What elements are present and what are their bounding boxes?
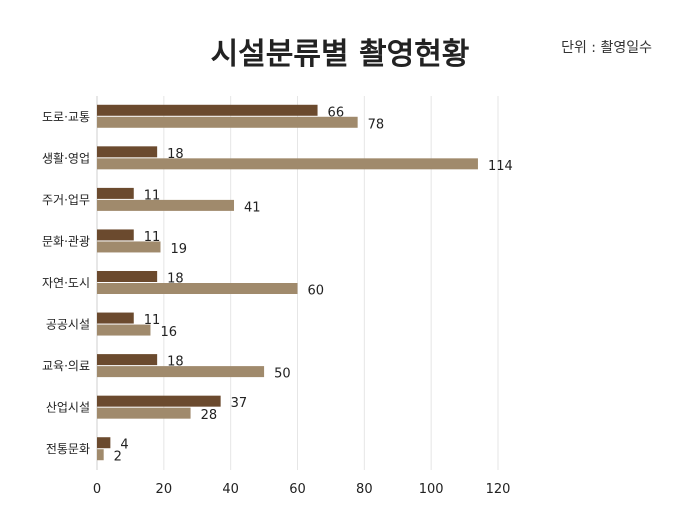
bar-series2 (97, 324, 151, 336)
bar-series2 (97, 366, 265, 378)
category-label: 산업시설 (46, 401, 90, 415)
data-label: 78 (368, 117, 385, 132)
data-label: 11 (144, 230, 161, 245)
data-label: 18 (167, 355, 184, 370)
x-tick-labels: 0 20 40 60 80 100 120 (93, 482, 511, 497)
category-label: 공공시설 (46, 318, 90, 332)
data-label: 41 (244, 200, 261, 215)
bar-series1 (97, 354, 158, 366)
bar-series1 (97, 104, 318, 116)
bar-series2 (97, 283, 298, 294)
category-label: 전통문화 (46, 442, 90, 456)
bar-series1 (97, 312, 134, 324)
bar-series2 (97, 241, 161, 253)
data-label: 19 (170, 242, 187, 257)
data-label: 2 (114, 450, 122, 465)
category-label: 도로·교통 (42, 110, 90, 124)
category-label: 자연·도시 (42, 276, 90, 290)
bar-series2 (97, 199, 235, 211)
data-label: 50 (274, 367, 291, 382)
bar-series1 (97, 395, 221, 407)
chart-title: 시설분류별 촬영현황 (211, 37, 470, 72)
data-label: 11 (144, 188, 161, 203)
bars (97, 104, 478, 461)
category-labels: 도로·교통생활·영업주거·업무문화·관광자연·도시공공시설교육·의료산업시설전통… (42, 110, 90, 456)
x-tick-label: 0 (93, 482, 101, 497)
bar-series1 (97, 146, 158, 158)
data-label: 114 (488, 159, 513, 174)
category-label: 생활·영업 (42, 151, 90, 165)
x-tick-label: 60 (289, 482, 306, 497)
bar-series2 (97, 158, 478, 170)
data-label: 18 (167, 147, 184, 162)
x-tick-label: 100 (419, 482, 444, 497)
data-label: 16 (160, 325, 177, 340)
x-tick-label: 80 (356, 482, 373, 497)
x-tick-label: 20 (156, 482, 173, 497)
bar-series2 (97, 116, 358, 128)
category-label: 교육·의료 (42, 359, 90, 373)
category-label: 주거·업무 (42, 193, 90, 207)
category-label: 문화·관광 (42, 234, 90, 248)
data-label: 66 (328, 105, 345, 120)
bar-series1 (97, 437, 111, 449)
data-label: 11 (144, 313, 161, 328)
bar-series2 (97, 449, 104, 461)
bar-series2 (97, 407, 191, 419)
x-tick-label: 120 (486, 482, 511, 497)
data-label: 60 (308, 284, 325, 299)
unit-note: 단위 : 촬영일수 (561, 40, 652, 56)
data-label: 37 (231, 396, 248, 411)
data-label: 28 (201, 408, 218, 423)
data-label: 4 (120, 438, 128, 453)
bar-series1 (97, 187, 134, 199)
x-tick-label: 40 (222, 482, 239, 497)
bar-series1 (97, 271, 158, 282)
bar-series1 (97, 229, 134, 241)
data-label: 18 (167, 272, 184, 287)
